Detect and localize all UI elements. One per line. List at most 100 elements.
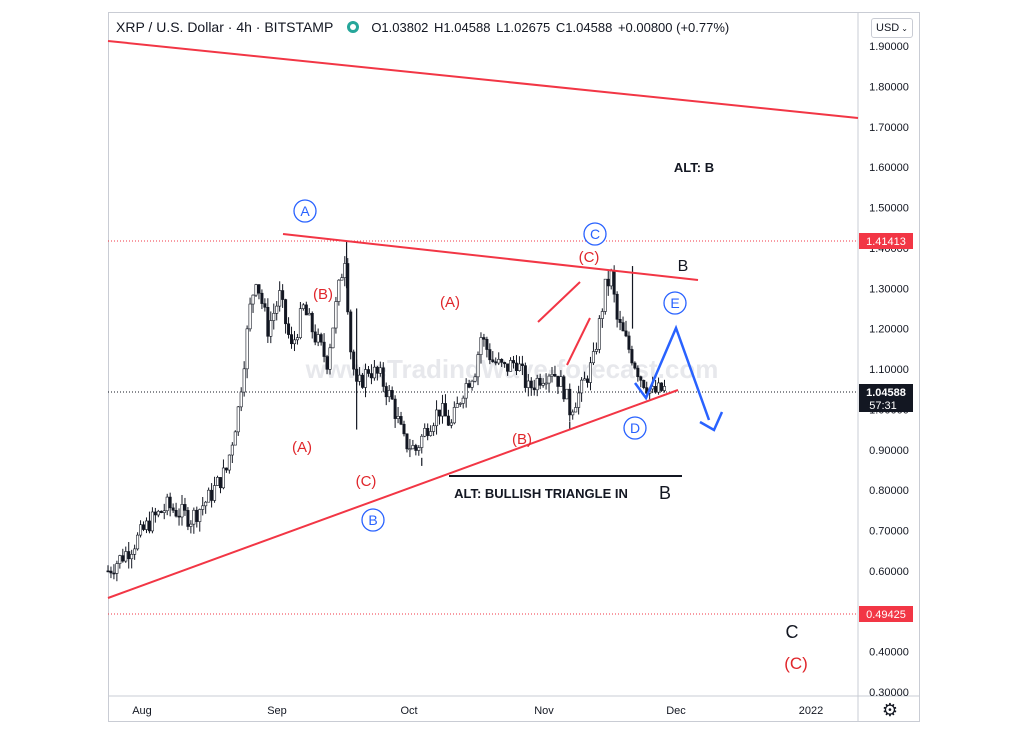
projection-path — [633, 324, 711, 421]
triangle-upper-trendline[interactable] — [282, 233, 699, 281]
candle-body — [313, 331, 317, 343]
candle-body — [408, 448, 412, 451]
candle-body — [387, 390, 391, 398]
y-tick-label: 1.30000 — [869, 283, 909, 295]
candle-body — [292, 339, 296, 345]
candle-body — [290, 334, 294, 345]
candle-body — [618, 319, 622, 323]
candle-body — [627, 335, 631, 350]
candle-body — [473, 376, 477, 382]
candle-body — [180, 504, 184, 518]
y-tick-label: 0.70000 — [869, 526, 909, 538]
c-paren-label-bottom: (C) — [784, 654, 808, 673]
candle-body — [455, 403, 459, 408]
candle-body — [488, 349, 492, 361]
upper-resistance-trendline[interactable] — [107, 40, 859, 119]
candle-body — [304, 304, 308, 316]
candle-body — [316, 334, 320, 343]
candle-body — [594, 349, 598, 352]
candle-body — [435, 409, 439, 427]
candle-body — [399, 416, 403, 425]
candle-body — [298, 308, 302, 338]
wave-label-C-lower: (C) — [356, 473, 377, 490]
candle-body — [337, 279, 341, 302]
candle-body — [532, 387, 536, 391]
svg-text:E: E — [670, 295, 679, 311]
candle-body — [331, 327, 335, 349]
level-tag-low: 0.49425 — [859, 606, 913, 622]
candle-body — [541, 383, 545, 386]
candle-body — [272, 313, 276, 321]
candle-body — [565, 388, 569, 400]
gear-icon[interactable]: ⚙ — [881, 700, 899, 720]
currency-label: USD — [876, 22, 900, 34]
price-axis[interactable]: 1.900001.800001.700001.600001.500001.400… — [869, 41, 909, 699]
candle-body — [287, 323, 291, 335]
candle-body — [654, 386, 658, 393]
candle-body — [588, 362, 592, 383]
candle-body — [517, 363, 521, 371]
wave-circle-D: D — [623, 416, 647, 440]
candle-body — [369, 373, 373, 379]
candle-body — [393, 398, 397, 419]
candle-body — [520, 363, 524, 366]
chevron-down-icon: ⌄ — [901, 23, 908, 33]
wave-label-B-mid: (B) — [512, 431, 532, 448]
low-value: L1.02675 — [496, 19, 551, 35]
candle-body — [449, 422, 453, 426]
candle-body — [476, 354, 480, 378]
candle-body — [583, 378, 587, 381]
chart-header: XRP / U.S. Dollar · 4h · BITSTAMP O1.038… — [116, 19, 731, 35]
candle-body — [411, 445, 415, 450]
y-tick-label: 1.90000 — [869, 41, 909, 53]
candle-body — [260, 292, 264, 304]
currency-dropdown[interactable]: USD ⌄ — [871, 18, 913, 38]
candle-body — [440, 403, 444, 417]
alt-b-label: ALT: B — [674, 160, 714, 175]
candle-body — [384, 386, 388, 398]
candle-body — [562, 376, 566, 400]
candle-body — [417, 447, 421, 451]
wedge-line-lower[interactable] — [566, 317, 591, 366]
candles-group — [106, 241, 666, 582]
candle-body — [494, 361, 498, 364]
x-tick-label: Dec — [666, 705, 686, 717]
candle-body — [633, 362, 637, 369]
candle-body — [136, 534, 140, 550]
candle-body — [378, 367, 382, 374]
wave-circle-E: E — [663, 291, 687, 315]
triangle-lower-trendline[interactable] — [107, 389, 679, 599]
candle-body — [461, 397, 465, 404]
candle-body — [295, 337, 299, 341]
candle-body — [284, 299, 288, 325]
candle-body — [396, 416, 400, 419]
x-tick-label: 2022 — [799, 705, 823, 717]
x-tick-label: Nov — [534, 705, 554, 717]
candle-body — [165, 496, 169, 512]
time-axis[interactable]: Aug Sep Oct Nov Dec 2022 — [132, 705, 823, 717]
candle-body — [523, 365, 527, 388]
candle-body — [189, 523, 193, 527]
candle-body — [171, 507, 175, 511]
candle-body — [319, 334, 323, 343]
candle-body — [112, 572, 116, 575]
candle-body — [375, 366, 379, 374]
y-tick-label: 1.10000 — [869, 364, 909, 376]
change-value: +0.00800 (+0.77%) — [617, 19, 730, 35]
candle-body — [248, 303, 252, 330]
candle-body — [254, 284, 258, 296]
candle-body — [216, 477, 220, 486]
candle-body — [636, 367, 640, 378]
candle-body — [263, 303, 267, 308]
candle-body — [482, 337, 486, 340]
symbol-title[interactable]: XRP / U.S. Dollar · 4h · BITSTAMP — [116, 19, 334, 35]
candle-body — [310, 312, 314, 333]
wedge-line-upper[interactable] — [537, 281, 581, 323]
candle-body — [153, 511, 157, 516]
candle-body — [233, 431, 237, 446]
wave-circle-C: C — [583, 222, 607, 246]
candle-body — [556, 375, 560, 387]
candle-body — [301, 304, 305, 309]
candle-body — [586, 378, 590, 383]
candle-body — [242, 368, 246, 393]
